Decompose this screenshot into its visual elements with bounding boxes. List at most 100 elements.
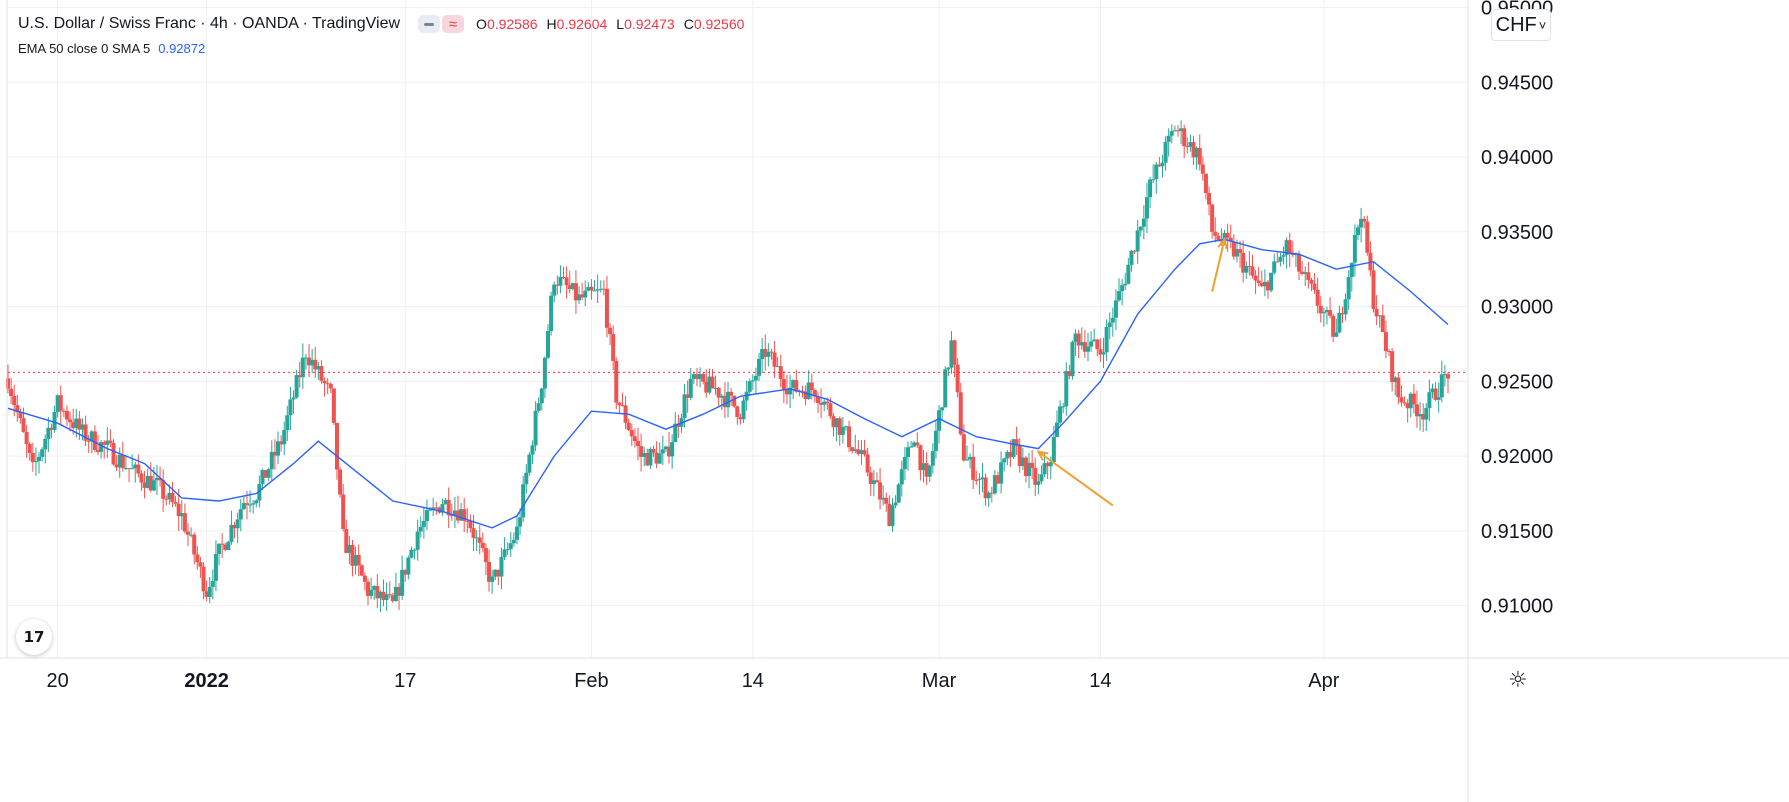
chevron-down-icon: ˅ [1538, 17, 1547, 33]
candle-body [859, 450, 864, 454]
candle-body [167, 492, 172, 500]
candle-body [927, 465, 932, 477]
candle-body [428, 509, 433, 511]
candle-body [533, 410, 538, 446]
candle-body [1439, 374, 1444, 398]
candle-body [164, 498, 169, 500]
candle-body [741, 400, 746, 420]
annotation-arrow [1037, 450, 1114, 507]
candle-body [685, 394, 690, 398]
indicator-label[interactable]: EMA 50 close 0 SMA 5 [18, 40, 151, 56]
candle-body [971, 456, 976, 480]
candle-body [1312, 283, 1317, 290]
candle-body [1402, 402, 1407, 404]
candle-body [1424, 408, 1429, 420]
candle-body [1247, 265, 1252, 267]
candle-body [1076, 333, 1081, 346]
candle-body [272, 451, 277, 456]
candle-body [1051, 436, 1056, 463]
symbol-title[interactable]: U.S. Dollar / Swiss Franc · 4h · OANDA ·… [18, 15, 401, 32]
candle-body [223, 544, 228, 550]
candle-body [1113, 300, 1118, 318]
candle-body [1129, 250, 1134, 265]
candle-body [201, 566, 206, 592]
candle-body [1259, 283, 1264, 287]
candle-body [549, 295, 554, 332]
candle-body [210, 580, 215, 587]
candle-body [893, 502, 898, 506]
candle-body [307, 357, 312, 366]
candle-body [154, 478, 159, 481]
candle-body [226, 541, 231, 550]
price-tick-label: 0.91500 [1481, 521, 1553, 543]
candle-body [577, 294, 582, 301]
candle-body [139, 473, 144, 483]
candle-body [974, 479, 979, 481]
price-axis[interactable]: 0.950000.945000.940000.935000.930000.925… [1481, 0, 1553, 618]
candle-body [217, 543, 222, 554]
price-tick-label: 0.92000 [1481, 446, 1553, 468]
minimize-icon[interactable] [418, 15, 441, 33]
candle-body [1008, 452, 1013, 458]
candle-body [1219, 239, 1224, 242]
candle-body [648, 448, 653, 466]
candle-body [573, 283, 578, 301]
candle-body [170, 492, 175, 503]
candle-body [145, 475, 150, 488]
tradingview-logo-icon[interactable]: 17 [16, 619, 52, 655]
candle-body [791, 380, 796, 388]
candle-body [1234, 249, 1239, 257]
candle-body [837, 418, 842, 435]
candle-body [710, 376, 715, 389]
candle-body [1387, 351, 1392, 353]
currency-selector[interactable]: CHF ˅ [1491, 9, 1551, 41]
candle-body [1228, 237, 1233, 242]
candle-body [682, 394, 687, 419]
candle-body [918, 445, 923, 471]
candle-body [1020, 457, 1025, 467]
candle-body [508, 543, 513, 550]
candle-body [1064, 371, 1069, 407]
candle-body [586, 286, 591, 291]
candle-body [49, 427, 54, 430]
candle-body [1278, 256, 1283, 262]
candle-body [263, 470, 268, 478]
candle-body [412, 549, 417, 551]
candle-body [1321, 312, 1326, 314]
candle-body [1275, 261, 1280, 263]
candle-body [1352, 234, 1357, 263]
candle-body [1179, 128, 1184, 131]
gear-icon[interactable]: ☼ [1508, 668, 1528, 693]
candle-body [434, 507, 439, 509]
candle-body [701, 373, 706, 382]
candle-body [921, 463, 926, 471]
candle-body [1380, 315, 1385, 333]
candle-body [729, 391, 734, 396]
candle-body [260, 470, 265, 484]
candle-body [1396, 377, 1401, 398]
candle-body [884, 497, 889, 504]
candle-body [1241, 252, 1246, 273]
candle-body [37, 456, 42, 462]
time-axis[interactable]: 20 2022 17 Feb 14 Mar 14 Apr [47, 670, 1340, 692]
annotations [1036, 237, 1228, 507]
candle-body [874, 480, 879, 483]
candle-body [1148, 179, 1153, 198]
candle-body [130, 468, 135, 470]
candle-body [518, 517, 523, 527]
candle-body [1309, 279, 1314, 284]
candle-body [276, 441, 280, 456]
candle-body [1163, 141, 1168, 163]
visibility-toggle[interactable]: ≈ [418, 15, 465, 33]
candle-body [1048, 462, 1053, 467]
candle-body [527, 454, 532, 473]
candle-body [1390, 351, 1395, 383]
candle-body [1176, 130, 1180, 132]
wave-icon[interactable]: ≈ [442, 15, 465, 33]
candle-body [133, 464, 138, 469]
candle-body [173, 502, 178, 504]
candle-body [1160, 162, 1165, 167]
candle-body [350, 544, 355, 566]
candle-body [127, 468, 132, 470]
